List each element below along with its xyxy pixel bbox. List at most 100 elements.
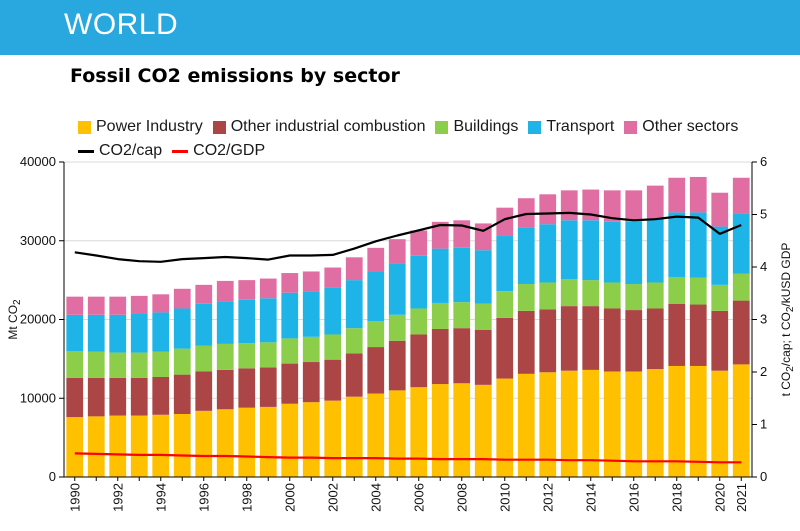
bar-other-sectors-2018: [668, 177, 686, 213]
bar-transport-2021: [732, 213, 750, 274]
bar-buildings-2018: [668, 276, 686, 304]
bar-power-industry-1993: [130, 415, 148, 477]
bar-other-industrial-combustion-2007: [431, 328, 449, 385]
bar-transport-1990: [66, 314, 84, 351]
bar-other-sectors-2002: [324, 267, 342, 288]
bar-other-industrial-combustion-1992: [109, 377, 127, 416]
legend-swatch-transport: [528, 120, 542, 134]
bar-other-industrial-combustion-1996: [195, 371, 213, 411]
x-tick-label: 1992: [110, 483, 125, 512]
bar-power-industry-1994: [152, 414, 170, 477]
legend-label-co2gdp: CO2/GDP: [193, 142, 266, 159]
bar-transport-2003: [345, 280, 363, 329]
x-tick-label: 2000: [282, 483, 297, 512]
bar-transport-2013: [560, 220, 578, 280]
right-tick-label: 4: [760, 259, 767, 274]
bar-transport-2005: [388, 263, 406, 315]
bar-other-sectors-1994: [152, 294, 170, 313]
bar-other-industrial-combustion-2000: [281, 363, 299, 404]
bar-other-industrial-combustion-1995: [173, 374, 191, 414]
bar-buildings-2008: [453, 302, 471, 329]
right-tick-label: 1: [760, 417, 767, 432]
chart-title-subscript: 2: [167, 65, 181, 87]
bar-power-industry-2005: [388, 390, 406, 477]
bar-other-sectors-2013: [560, 190, 578, 221]
bar-power-industry-1998: [238, 407, 256, 477]
bar-other-sectors-2020: [711, 192, 729, 227]
legend-label-buildings: Buildings: [453, 118, 519, 135]
bar-transport-2007: [431, 248, 449, 303]
legend-swatch-buildings: [435, 120, 449, 134]
bar-power-industry-1999: [259, 406, 277, 477]
bar-other-industrial-combustion-2017: [646, 308, 664, 370]
bar-other-industrial-combustion-2016: [625, 310, 643, 372]
bar-transport-2001: [302, 291, 320, 337]
left-tick-label: 0: [49, 469, 56, 484]
bar-buildings-2007: [431, 302, 449, 329]
bar-transport-1991: [87, 314, 105, 352]
bar-buildings-2014: [582, 280, 600, 307]
x-tick-label: 1994: [153, 483, 168, 512]
x-tick-label: 2012: [540, 483, 555, 512]
bar-power-industry-2019: [689, 365, 707, 477]
bar-other-industrial-combustion-1993: [130, 377, 148, 416]
bar-other-industrial-combustion-1999: [259, 367, 277, 407]
bar-other-sectors-2017: [646, 185, 664, 219]
bar-transport-1998: [238, 299, 256, 344]
bar-transport-1993: [130, 313, 148, 353]
legend-item-other: Other sectors: [624, 118, 738, 136]
bar-transport-2006: [410, 255, 428, 309]
chart-title-rest: emissions by sector: [180, 65, 400, 87]
bar-other-industrial-combustion-2018: [668, 303, 686, 366]
x-tick-label: 1998: [239, 483, 254, 512]
bar-other-sectors-2001: [302, 271, 320, 292]
right-tick-label: 0: [760, 469, 767, 484]
bar-transport-2010: [496, 236, 514, 292]
bar-buildings-2020: [711, 284, 729, 311]
bar-other-sectors-1991: [87, 296, 105, 315]
x-tick-label: 2006: [411, 483, 426, 512]
bar-power-industry-1992: [109, 415, 127, 477]
bar-transport-2004: [367, 271, 385, 322]
legend-label-transport: Transport: [546, 118, 615, 135]
bar-buildings-2002: [324, 334, 342, 360]
bar-transport-1992: [109, 314, 127, 353]
bar-buildings-1994: [152, 351, 170, 377]
bar-buildings-2006: [410, 308, 428, 335]
bar-buildings-1999: [259, 342, 277, 368]
bar-transport-2020: [711, 226, 729, 285]
bar-transport-2017: [646, 218, 664, 283]
bar-power-industry-1990: [66, 417, 84, 477]
bar-power-industry-1995: [173, 414, 191, 477]
bar-power-industry-2007: [431, 384, 449, 477]
bar-other-sectors-2006: [410, 230, 428, 256]
bar-buildings-1996: [195, 345, 213, 372]
bar-other-industrial-combustion-1991: [87, 377, 105, 417]
bar-other-industrial-combustion-1998: [238, 368, 256, 408]
bar-power-industry-1996: [195, 410, 213, 477]
right-tick-label: 2: [760, 364, 767, 379]
bar-other-industrial-combustion-2004: [367, 347, 385, 394]
bar-other-industrial-combustion-2006: [410, 334, 428, 388]
bar-buildings-2004: [367, 321, 385, 348]
bar-other-industrial-combustion-2014: [582, 306, 600, 370]
bar-other-industrial-combustion-2009: [474, 329, 492, 385]
bar-power-industry-2000: [281, 403, 299, 477]
bar-power-industry-2006: [410, 387, 428, 477]
x-tick-label: 2020: [712, 483, 727, 512]
bar-buildings-2013: [560, 279, 578, 307]
bar-power-industry-2013: [560, 370, 578, 477]
bar-other-sectors-2011: [517, 198, 535, 228]
bar-buildings-2005: [388, 314, 406, 341]
legend-line-co2gdp: [172, 149, 189, 153]
bar-power-industry-2009: [474, 384, 492, 477]
x-tick-label: 2021: [734, 483, 749, 512]
bar-buildings-1998: [238, 343, 256, 369]
legend-swatch-power: [78, 120, 91, 134]
bar-other-sectors-2016: [625, 190, 643, 222]
legend-row-sectors: Power Industry Other industrial combusti…: [78, 116, 748, 138]
line-co2-gdp: [74, 452, 742, 464]
bar-other-industrial-combustion-2001: [302, 362, 320, 403]
left-tick-label: 40000: [20, 154, 56, 169]
